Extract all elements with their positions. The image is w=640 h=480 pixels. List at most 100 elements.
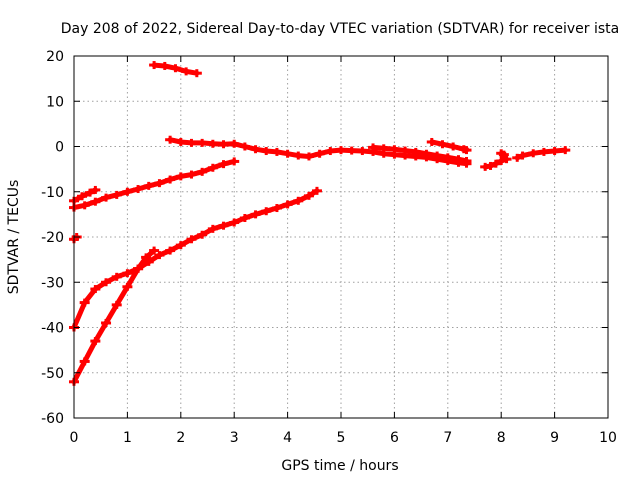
y-tick-label: -20 [41,230,64,246]
data-point [133,185,144,194]
data-point [346,146,357,155]
data-point [442,153,453,162]
y-tick-label: -10 [41,185,64,201]
data-point [496,156,507,165]
data-point [159,61,170,70]
data-point [282,200,293,209]
x-axis-label: GPS time / hours [281,458,398,474]
x-tick-label: 2 [176,430,185,446]
data-series-8 [368,143,472,165]
data-point [90,285,101,294]
x-tick-label: 6 [390,430,399,446]
data-point [271,147,282,156]
data-point [293,196,304,205]
data-point [229,139,240,148]
data-point [421,149,432,158]
data-point [143,181,154,190]
data-point [90,185,101,194]
data-point [175,172,186,181]
data-point [111,272,122,281]
data-point [101,318,112,327]
data-point [528,149,539,158]
x-tick-label: 4 [283,430,292,446]
x-tick-label: 9 [550,430,559,446]
y-tick-label: -60 [41,411,64,427]
data-series-5 [69,233,82,244]
y-tick-label: 20 [46,49,64,65]
data-point [218,140,229,149]
x-tick-label: 7 [443,430,452,446]
y-tick-label: -30 [41,275,64,291]
data-point [79,298,90,307]
x-tick-label: 10 [599,430,617,446]
data-point [133,264,144,273]
data-series-6 [149,61,202,78]
data-point [186,138,197,147]
y-tick-label: 0 [55,140,64,156]
data-point [549,147,560,156]
data-point [461,146,472,155]
data-point [149,246,160,255]
data-point [149,61,160,70]
x-tick-label: 1 [123,430,132,446]
axis-ticks [73,55,609,419]
x-tick-label: 0 [70,430,79,446]
data-point [90,337,101,346]
data-point [368,143,379,152]
data-point [154,179,165,188]
data-point [311,186,322,195]
data-series-2 [69,157,240,212]
data-point [293,151,304,160]
x-tick-labels: 0 1 2 3 4 5 6 7 8 9 10 [70,430,617,446]
data-point [170,64,181,73]
data-point [303,152,314,161]
data-point [165,246,176,255]
data-point [250,210,261,219]
data-point [207,163,218,172]
data-point [437,140,448,149]
data-series-9 [426,137,472,155]
data-point [229,218,240,227]
data-point [186,170,197,179]
data-point [261,147,272,156]
data-point [207,139,218,148]
data-point [538,147,549,156]
x-tick-label: 8 [497,430,506,446]
data-point [218,160,229,169]
data-point [325,147,336,156]
series-layer [69,61,571,386]
data-point [218,221,229,230]
series-trace [370,144,469,164]
data-point [453,155,464,164]
data-point [410,147,421,156]
y-tick-label: -50 [41,366,64,382]
data-point [448,142,459,151]
data-point [239,213,250,222]
y-tick-label: -40 [41,321,64,337]
data-point [250,145,261,154]
data-point [303,191,314,200]
data-point [85,188,96,197]
data-point [357,147,368,156]
data-point [101,193,112,202]
data-point [165,135,176,144]
data-point [197,138,208,147]
data-point [239,142,250,151]
data-point [432,151,443,160]
x-tick-label: 3 [230,430,239,446]
data-point [490,159,501,168]
y-tick-labels: 20 10 0 -10 -20 -30 -40 -50 -60 [41,49,64,427]
data-point [378,144,389,153]
data-point [461,156,472,165]
data-point [314,149,325,158]
data-point [77,192,88,201]
y-tick-label: 10 [46,94,64,110]
data-point [512,153,523,162]
grid [74,56,608,418]
data-series-12 [512,146,571,162]
data-point [122,269,133,278]
series-trace [71,158,237,211]
data-point [517,151,528,160]
data-point [501,155,512,164]
data-point [101,278,112,287]
